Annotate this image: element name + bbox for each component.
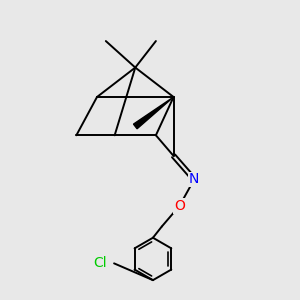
Text: O: O [174,199,185,213]
Text: N: N [189,172,200,186]
Polygon shape [134,97,174,129]
Text: Cl: Cl [94,256,107,270]
